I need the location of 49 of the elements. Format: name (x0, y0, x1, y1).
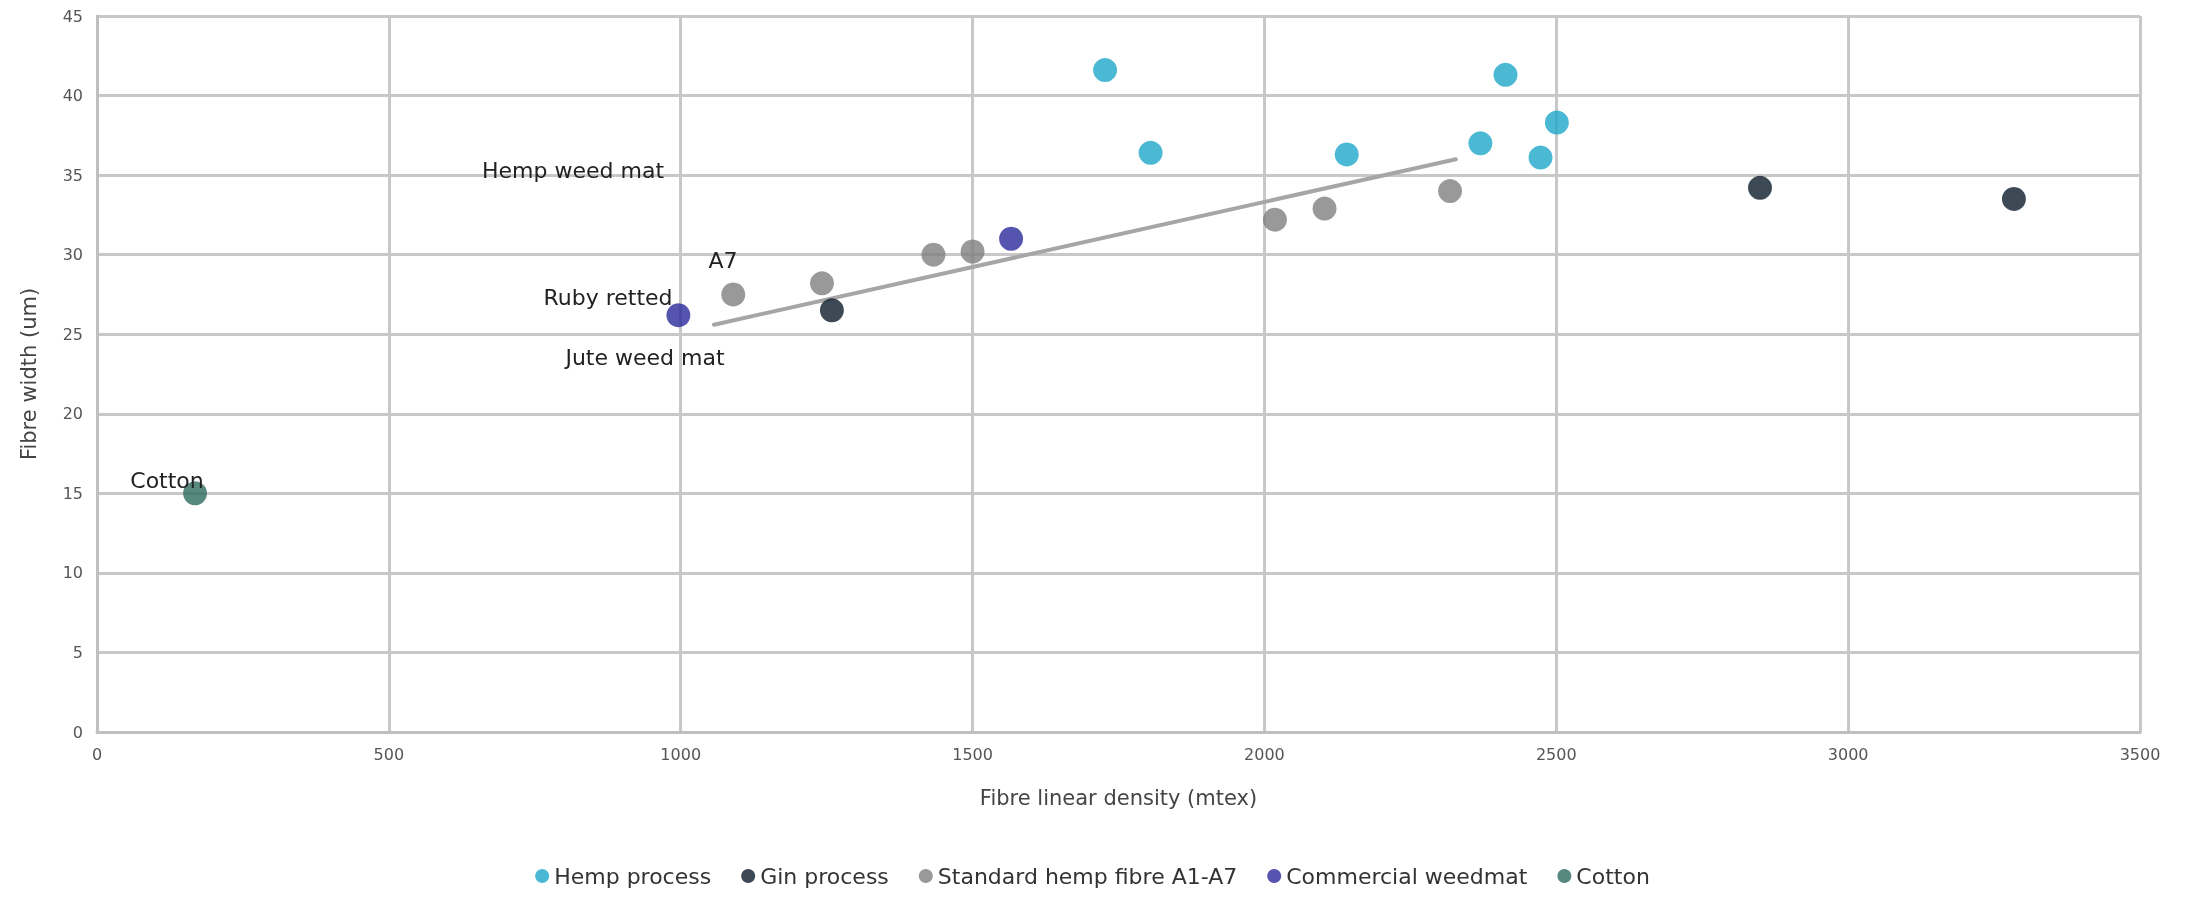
point (810, 271, 834, 296)
annotation: A7 (708, 247, 738, 273)
legend-label: Standard hemp fibre A1-A7 (937, 863, 1238, 889)
x-tick-label: 1000 (660, 744, 702, 764)
y-tick-label: 5 (72, 642, 83, 662)
annotation: Cotton (130, 467, 204, 493)
point (1312, 196, 1337, 221)
point (721, 282, 746, 307)
point (1262, 207, 1287, 232)
point (1544, 110, 1569, 135)
point (1528, 145, 1553, 170)
y-tick-label: 30 (62, 245, 83, 265)
x-tick-label: 500 (373, 744, 405, 764)
annotation: Jute weed mat (563, 344, 725, 370)
point (666, 303, 691, 328)
annotation: Hemp weed mat (481, 157, 665, 183)
y-tick-label: 15 (62, 483, 83, 503)
point (1334, 142, 1359, 167)
y-tick-label: 10 (62, 563, 83, 583)
point (1748, 175, 1772, 200)
x-tick-label: 2500 (1535, 744, 1577, 764)
point (2001, 186, 2026, 211)
point (1438, 179, 1463, 204)
x-axis-title: Fibre linear density (mtex) (979, 785, 1258, 810)
x-tick-label: 2000 (1244, 744, 1285, 764)
x-tick-label: 1500 (952, 744, 993, 764)
y-axis-title: Fibre width (um) (16, 287, 41, 461)
x-tick-label: 3000 (1827, 744, 1869, 764)
legend-label: Commercial weedmat (1286, 863, 1528, 889)
legend-label: Hemp process (554, 863, 712, 889)
point (1468, 131, 1493, 156)
legend-label: Cotton (1576, 863, 1650, 889)
legend-label: Gin process (760, 863, 889, 889)
y-tick-label: 40 (62, 86, 83, 106)
y-tick-label: 35 (62, 165, 83, 185)
y-tick-label: 45 (62, 6, 83, 26)
point (819, 298, 844, 323)
x-tick-label: 0 (91, 744, 103, 764)
y-tick-label: 0 (72, 722, 83, 742)
point (999, 226, 1024, 251)
point (960, 239, 985, 264)
annotation: Ruby retted (543, 284, 673, 310)
point (921, 242, 946, 267)
point (1493, 62, 1518, 87)
x-tick-label: 3500 (2119, 744, 2161, 764)
y-tick-label: 20 (62, 404, 83, 424)
point (1093, 58, 1118, 83)
point (1138, 140, 1163, 165)
y-tick-label: 25 (62, 324, 83, 344)
